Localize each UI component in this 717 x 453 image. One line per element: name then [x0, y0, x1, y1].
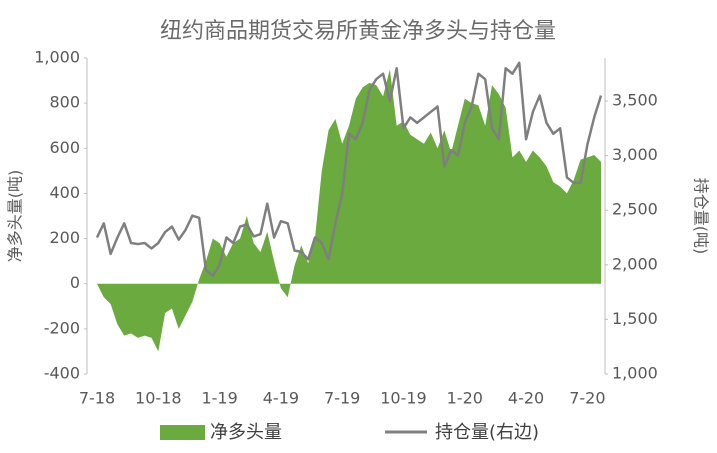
x-tick-label: 10-19: [380, 389, 427, 408]
x-tick-label: 10-18: [135, 389, 182, 408]
y-axis-label: 净多头量(吨): [6, 170, 25, 263]
y2-tick-label: 3,500: [612, 91, 658, 110]
legend-label: 持仓量(右边): [435, 422, 539, 443]
y-tick-label: -200: [44, 318, 80, 337]
legend-label: 净多头量: [210, 422, 282, 443]
y2-tick-label: 2,000: [612, 254, 658, 273]
x-tick-label: 1-20: [447, 389, 483, 408]
chart-title: 纽约商品期货交易所黄金净多头与持仓量: [160, 19, 556, 44]
y-tick-label: -400: [44, 364, 80, 383]
y2-tick-label: 1,000: [612, 364, 658, 383]
x-tick-label: 7-19: [324, 389, 360, 408]
x-tick-label: 4-19: [263, 389, 299, 408]
y2-axis-label: 持仓量(吨): [692, 178, 711, 255]
y-tick-label: 400: [49, 183, 80, 202]
x-tick-label: 7-20: [569, 389, 605, 408]
x-tick-label: 7-18: [79, 389, 115, 408]
open-interest-line: [95, 61, 603, 277]
y-tick-label: 800: [49, 93, 80, 112]
y2-tick-label: 1,500: [612, 309, 658, 328]
x-tick-label: 4-20: [508, 389, 544, 408]
y-tick-label: 0: [70, 273, 80, 292]
net-long-area: [97, 69, 601, 352]
y-tick-label: 1,000: [34, 48, 80, 67]
y2-tick-label: 2,500: [612, 200, 658, 219]
y-tick-label: 600: [49, 138, 80, 157]
y2-tick-label: 3,000: [612, 145, 658, 164]
x-tick-label: 1-19: [201, 389, 237, 408]
legend-swatch: [160, 425, 205, 440]
y-tick-label: 200: [49, 228, 80, 247]
